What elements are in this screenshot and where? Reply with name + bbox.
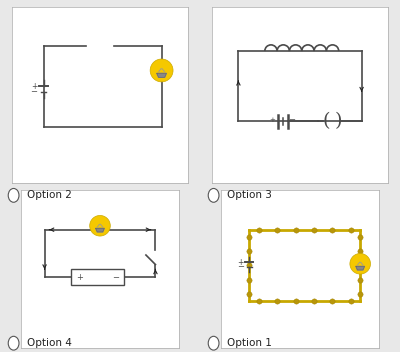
Text: −: − bbox=[288, 115, 295, 125]
Circle shape bbox=[90, 215, 110, 236]
FancyBboxPatch shape bbox=[72, 269, 124, 285]
Text: +: + bbox=[269, 117, 275, 123]
Polygon shape bbox=[157, 73, 166, 77]
Text: Option 4: Option 4 bbox=[27, 338, 72, 348]
Text: Option 1: Option 1 bbox=[227, 338, 272, 348]
Text: −: − bbox=[237, 262, 244, 271]
Text: −: − bbox=[30, 87, 38, 96]
Circle shape bbox=[208, 336, 219, 350]
Text: Option 2: Option 2 bbox=[27, 190, 72, 200]
Text: +: + bbox=[238, 258, 244, 267]
Text: +: + bbox=[76, 273, 83, 282]
Text: ): ) bbox=[335, 112, 342, 131]
Circle shape bbox=[350, 253, 370, 274]
Circle shape bbox=[208, 188, 219, 202]
Polygon shape bbox=[96, 228, 104, 232]
Text: Option 3: Option 3 bbox=[227, 190, 272, 200]
Text: (: ( bbox=[323, 112, 330, 131]
Circle shape bbox=[8, 336, 19, 350]
Polygon shape bbox=[356, 266, 364, 270]
Circle shape bbox=[8, 188, 19, 202]
Text: +: + bbox=[31, 82, 37, 91]
Text: −: − bbox=[112, 273, 119, 282]
Circle shape bbox=[150, 59, 173, 82]
